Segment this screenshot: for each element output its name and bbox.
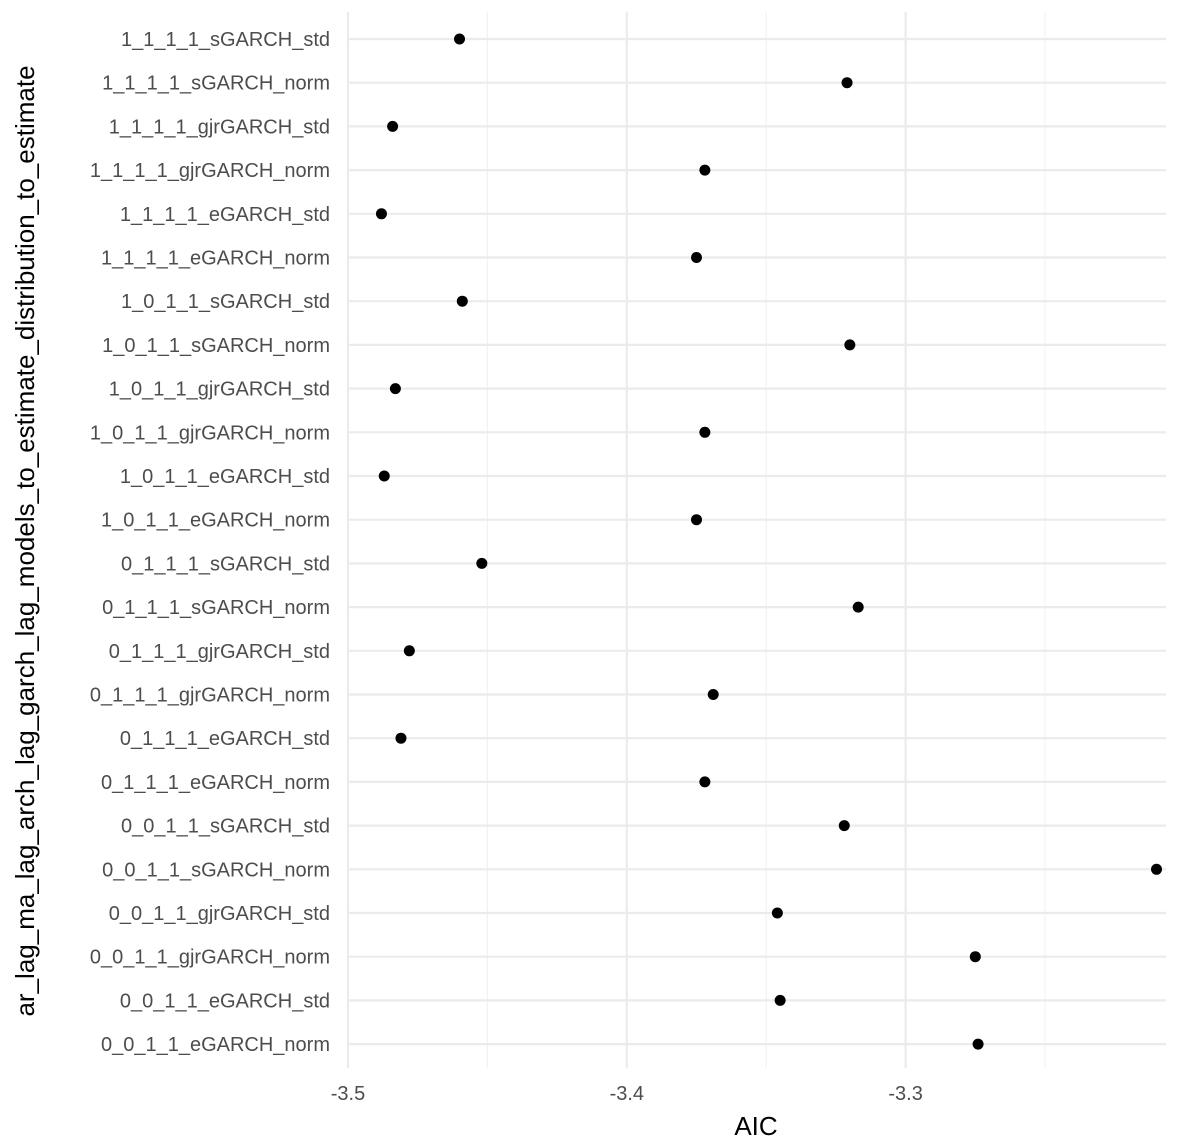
data-point [403,645,415,657]
y-axis-tick-labels: 1_1_1_1_sGARCH_std 1_1_1_1_sGARCH_norm 1_1… [90,29,330,1056]
x-tick-label: -3.5 [331,1083,365,1105]
y-tick-label: 0_0_1_1_sGARCH_norm [102,859,330,881]
data-point [774,994,786,1006]
data-point [699,164,711,176]
y-tick-label: 0_1_1_1_gjrGARCH_norm [90,685,330,707]
y-tick-label: 1_1_1_1_gjrGARCH_std [109,116,330,138]
y-tick-label: 1_0_1_1_gjrGARCH_norm [90,422,330,444]
x-axis-title: AIC [734,1111,777,1141]
y-tick-label: 1_0_1_1_sGARCH_norm [102,335,330,357]
data-point [707,689,719,700]
data-point [375,208,387,220]
data-point [378,470,390,482]
y-tick-label: 1_1_1_1_eGARCH_norm [101,248,330,270]
y-tick-label: 0_1_1_1_gjrGARCH_std [109,641,330,663]
y-tick-label: 1_0_1_1_eGARCH_norm [101,510,330,532]
data-point [1151,863,1163,875]
data-point [389,383,401,395]
y-tick-label: 0_0_1_1_eGARCH_norm [101,1034,330,1056]
y-tick-label: 1_0_1_1_sGARCH_std [121,291,330,313]
y-tick-label: 1_1_1_1_sGARCH_std [121,29,330,51]
data-point [972,1038,984,1050]
data-point [691,514,702,526]
y-tick-label: 0_1_1_1_sGARCH_norm [102,597,330,619]
x-tick-label: -3.4 [610,1083,644,1105]
y-tick-label: 0_1_1_1_eGARCH_std [120,728,330,750]
y-tick-label: 1_0_1_1_gjrGARCH_std [109,379,330,401]
y-tick-label: 0_0_1_1_gjrGARCH_norm [90,947,330,969]
data-point [395,732,407,744]
data-point [456,295,468,307]
data-point [852,601,864,613]
data-point [476,557,488,569]
data-point [771,907,783,919]
y-axis-title: ar_lag_ma_lag_arch_lag_garch_lag_models_… [10,65,40,1016]
y-tick-label: 1_1_1_1_sGARCH_norm [102,73,330,95]
x-axis-tick-labels: -3.5 -3.4 -3.3 [331,1083,923,1105]
y-tick-label: 1_1_1_1_gjrGARCH_norm [90,160,330,182]
data-point [387,120,399,132]
y-tick-label: 0_0_1_1_eGARCH_std [120,990,330,1012]
x-tick-label: -3.3 [888,1083,922,1105]
y-tick-label: 0_1_1_1_sGARCH_std [121,553,330,575]
data-point [841,77,853,89]
data-point [699,426,711,438]
y-tick-label: 1_1_1_1_eGARCH_std [120,204,330,226]
data-point [838,820,850,832]
data-point [699,776,711,788]
y-tick-label: 0_0_1_1_gjrGARCH_std [109,903,330,925]
y-tick-label: 1_0_1_1_eGARCH_std [120,466,330,488]
data-point [454,33,466,45]
y-tick-label: 0_0_1_1_sGARCH_std [121,816,330,838]
data-point [969,951,981,963]
data-point [691,252,702,263]
data-point [844,339,856,351]
y-tick-label: 0_1_1_1_eGARCH_norm [101,772,330,794]
data-points [375,33,1163,1050]
grid-lines [346,12,1166,1068]
